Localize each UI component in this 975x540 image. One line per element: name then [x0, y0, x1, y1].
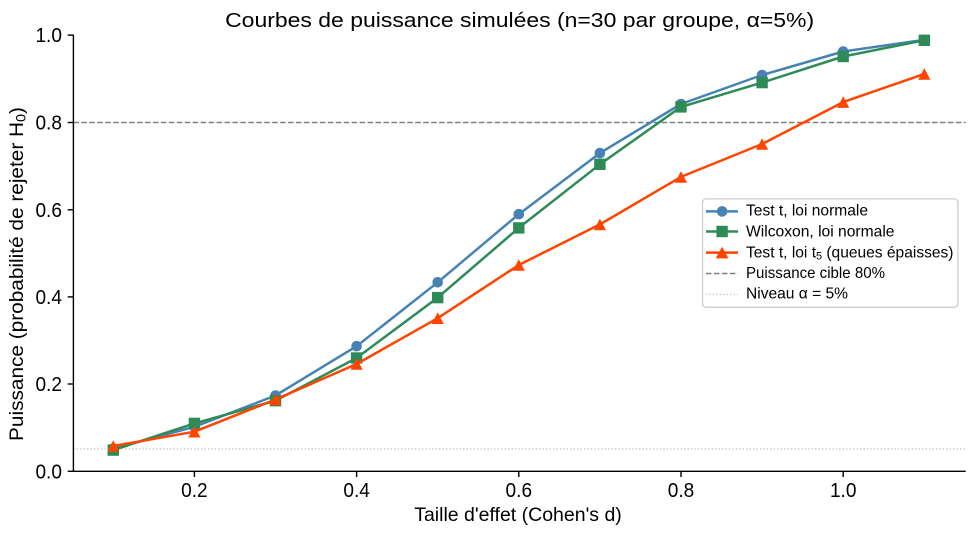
- svg-text:Taille d'effet (Cohen's d): Taille d'effet (Cohen's d): [414, 504, 622, 526]
- svg-text:Test t, loi t5 (queues épaisse: Test t, loi t5 (queues épaisses): [746, 244, 954, 262]
- svg-text:Puissance (probabilité de reje: Puissance (probabilité de rejeter H0): [6, 107, 29, 441]
- svg-text:0.0: 0.0: [35, 461, 62, 483]
- svg-text:Courbes de puissance simulées: Courbes de puissance simulées (n=30 par …: [225, 10, 814, 32]
- svg-text:0.6: 0.6: [35, 200, 62, 222]
- svg-text:0.4: 0.4: [35, 287, 62, 309]
- svg-text:1.0: 1.0: [830, 480, 857, 502]
- svg-text:Test t, loi normale: Test t, loi normale: [746, 203, 868, 220]
- svg-text:0.2: 0.2: [35, 374, 62, 396]
- svg-text:0.2: 0.2: [181, 480, 208, 502]
- svg-text:Puissance cible 80%: Puissance cible 80%: [746, 265, 885, 282]
- svg-text:0.8: 0.8: [35, 113, 62, 135]
- svg-text:Wilcoxon, loi normale: Wilcoxon, loi normale: [746, 224, 895, 241]
- svg-text:Niveau α = 5%: Niveau α = 5%: [746, 286, 848, 303]
- svg-text:0.6: 0.6: [506, 480, 533, 502]
- svg-text:1.0: 1.0: [35, 25, 62, 47]
- svg-text:0.8: 0.8: [668, 480, 695, 502]
- svg-text:0.4: 0.4: [343, 480, 370, 502]
